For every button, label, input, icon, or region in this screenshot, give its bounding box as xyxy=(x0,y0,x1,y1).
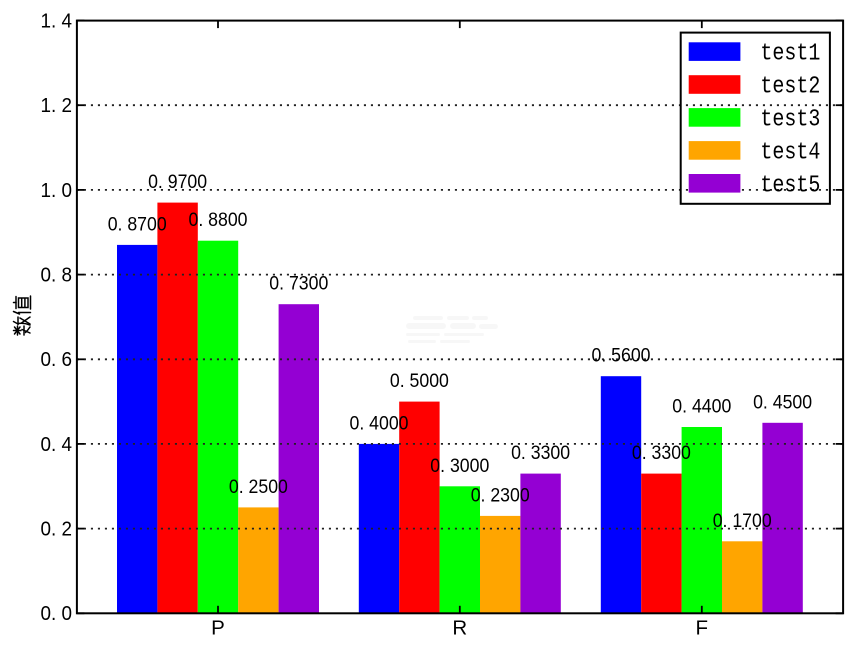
svg-text:0. 3300: 0. 3300 xyxy=(632,442,691,464)
svg-text:P: P xyxy=(211,617,225,640)
svg-text:0. 2500: 0. 2500 xyxy=(229,476,288,498)
svg-text:0. 4: 0. 4 xyxy=(41,433,73,456)
svg-text:0. 3300: 0. 3300 xyxy=(511,442,570,464)
svg-text:0. 8700: 0. 8700 xyxy=(108,213,167,235)
svg-text:test2: test2 xyxy=(760,74,820,101)
svg-text:0. 6: 0. 6 xyxy=(41,348,73,371)
svg-text:0. 4400: 0. 4400 xyxy=(672,396,731,418)
svg-text:0. 0: 0. 0 xyxy=(41,602,73,625)
svg-text:test3: test3 xyxy=(760,107,820,134)
svg-text:0. 3000: 0. 3000 xyxy=(430,455,489,477)
svg-text:F: F xyxy=(696,617,709,640)
svg-text:1. 4: 1. 4 xyxy=(41,9,73,32)
svg-text:test1: test1 xyxy=(760,41,820,68)
svg-text:0. 7300: 0. 7300 xyxy=(269,273,328,295)
svg-text:0. 8: 0. 8 xyxy=(41,264,73,287)
svg-text:0. 8800: 0. 8800 xyxy=(189,209,248,231)
svg-text:test4: test4 xyxy=(760,140,820,167)
svg-text:0. 5600: 0. 5600 xyxy=(592,345,651,367)
svg-text:1. 2: 1. 2 xyxy=(41,94,73,117)
svg-text:1. 0: 1. 0 xyxy=(41,179,73,202)
svg-text:R: R xyxy=(452,617,467,640)
svg-text:0. 4500: 0. 4500 xyxy=(753,391,812,413)
svg-text:test5: test5 xyxy=(760,172,820,199)
svg-text:0. 1700: 0. 1700 xyxy=(713,510,772,532)
svg-text:0. 2300: 0. 2300 xyxy=(471,484,530,506)
svg-text:0. 4000: 0. 4000 xyxy=(350,412,409,434)
svg-text:0. 2: 0. 2 xyxy=(41,518,73,541)
svg-text:0. 9700: 0. 9700 xyxy=(148,171,207,193)
svg-text:0. 5000: 0. 5000 xyxy=(390,370,449,392)
